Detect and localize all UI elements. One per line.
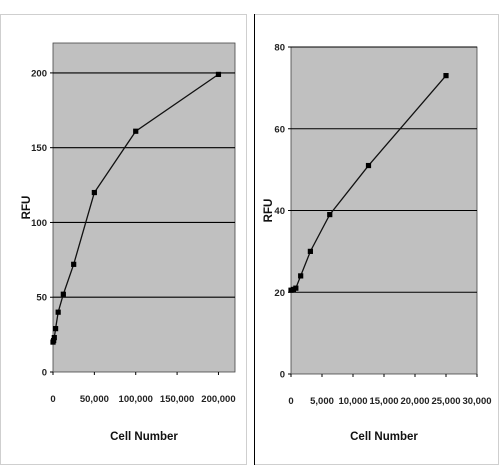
- x-tick-label: 150,000: [160, 394, 194, 405]
- x-axis-label: Cell Number: [110, 431, 178, 443]
- y-tick-label: 80: [274, 43, 285, 54]
- y-tick-label: 200: [31, 68, 47, 79]
- data-point: [60, 291, 66, 297]
- x-tick-label: 20,000: [400, 396, 429, 407]
- x-axis-label: Cell Number: [350, 431, 418, 443]
- chart-right: 0 20 40 60 80 0 5,000 10,000 15,000 20,000 25,000 3…: [263, 43, 492, 444]
- y-axis-label: RFU: [263, 199, 275, 223]
- x-tick-label: 0: [288, 396, 293, 407]
- data-point: [215, 71, 222, 78]
- data-point: [52, 326, 59, 332]
- data-point: [71, 261, 77, 267]
- y-tick-label: 20: [274, 288, 285, 299]
- x-tick-label: 0: [50, 394, 55, 405]
- x-tick-label: 5,000: [310, 396, 334, 407]
- x-tick-label: 10,000: [338, 396, 367, 407]
- data-point: [307, 248, 313, 254]
- data-point: [443, 73, 449, 79]
- data-point: [55, 309, 61, 315]
- y-tick-label: 50: [36, 293, 47, 304]
- data-point: [298, 273, 304, 279]
- data-point: [91, 189, 97, 196]
- x-tick-label: 30,000: [462, 396, 491, 407]
- x-tick-label: 200,000: [201, 394, 235, 405]
- chart-left: 0 50 100 150 200 0 50,000 100,000 150,000 200,000…: [21, 42, 236, 443]
- data-point: [133, 128, 139, 134]
- data-point: [365, 162, 372, 169]
- data-point: [327, 211, 333, 218]
- x-tick-label: 15,000: [369, 396, 398, 407]
- y-tick-label: 100: [31, 218, 47, 229]
- y-tick-label: 40: [274, 206, 285, 217]
- y-tick-label: 150: [31, 143, 47, 154]
- data-point: [51, 335, 57, 341]
- data-point: [51, 337, 57, 344]
- y-tick-label: 0: [280, 370, 285, 381]
- x-tick-label: 50,000: [80, 394, 109, 405]
- y-axis-label: RFU: [21, 196, 33, 220]
- y-tick-label: 60: [274, 124, 285, 135]
- plot-area: [52, 42, 236, 373]
- x-tick-label: 100,000: [119, 394, 153, 405]
- y-tick-label: 0: [42, 368, 47, 379]
- x-tick-label: 25,000: [431, 396, 460, 407]
- data-point: [293, 285, 299, 291]
